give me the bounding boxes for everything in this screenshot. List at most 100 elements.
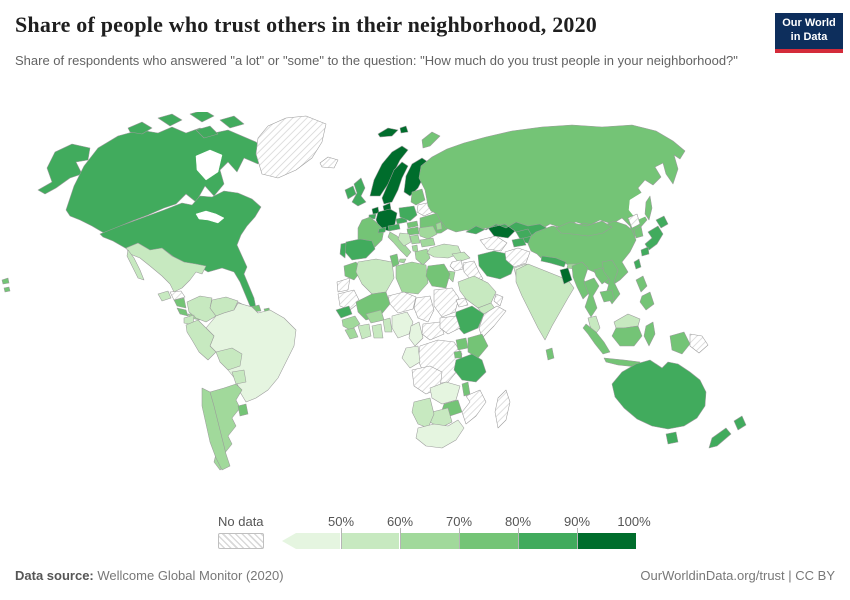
country-western-balkans[interactable] — [397, 232, 412, 247]
country-nepal[interactable] — [540, 255, 567, 268]
country-tunisia[interactable] — [389, 253, 400, 268]
country-sweden[interactable] — [381, 161, 409, 205]
country-canada-island-3[interactable] — [189, 112, 215, 123]
country-honduras[interactable] — [169, 290, 186, 301]
country-bolivia[interactable] — [215, 347, 243, 371]
country-philippines-luzon[interactable] — [635, 275, 648, 293]
country-mexico[interactable] — [125, 242, 207, 293]
country-slovakia[interactable] — [406, 220, 419, 229]
country-greece[interactable] — [414, 248, 431, 266]
country-namibia[interactable] — [411, 397, 435, 429]
country-spain[interactable] — [344, 238, 376, 261]
legend-segment-60-70[interactable] — [399, 533, 459, 549]
country-new-zealand-north[interactable] — [733, 415, 747, 431]
country-algeria[interactable] — [355, 258, 395, 295]
country-iceland[interactable] — [319, 156, 339, 169]
legend-segment-50-60[interactable] — [340, 533, 400, 549]
country-niger[interactable] — [387, 291, 417, 314]
country-afghanistan[interactable] — [504, 247, 531, 268]
country-united-states-alaska[interactable] — [37, 143, 91, 195]
country-uruguay[interactable] — [237, 403, 249, 417]
country-uganda[interactable] — [455, 337, 469, 351]
country-rwanda[interactable] — [453, 350, 463, 359]
country-portugal[interactable] — [339, 242, 347, 259]
country-turkmenistan[interactable] — [479, 235, 508, 252]
country-russia[interactable] — [418, 124, 686, 239]
country-cambodia[interactable] — [599, 289, 615, 303]
legend-segment-70-80[interactable] — [458, 533, 518, 549]
country-south-korea[interactable] — [633, 225, 644, 239]
country-south-africa[interactable] — [415, 419, 465, 449]
country-india[interactable] — [515, 263, 575, 341]
country-syria[interactable] — [449, 259, 464, 272]
country-egypt[interactable] — [425, 263, 451, 289]
country-canada-island-5[interactable] — [195, 125, 219, 139]
owid-logo[interactable]: Our World in Data — [775, 13, 843, 53]
country-costa-rica[interactable] — [176, 307, 189, 317]
country-tajikistan[interactable] — [511, 237, 527, 248]
country-svalbard[interactable] — [377, 127, 399, 138]
footer-link[interactable]: OurWorldinData.org/trust | CC BY — [640, 568, 835, 583]
country-laos[interactable] — [593, 267, 611, 285]
legend-segment-80-90[interactable] — [517, 533, 577, 549]
country-poland[interactable] — [398, 205, 418, 222]
legend-no-data-swatch[interactable] — [218, 533, 264, 549]
country-sudan[interactable] — [433, 287, 460, 318]
country-zambia[interactable] — [429, 381, 461, 405]
country-nigeria[interactable] — [391, 311, 414, 339]
country-fiji-1[interactable] — [1, 277, 10, 285]
country-romania[interactable] — [418, 225, 438, 240]
country-australia[interactable] — [611, 359, 707, 430]
country-canada-island-4[interactable] — [219, 115, 245, 129]
country-mexico-baja[interactable] — [126, 249, 145, 281]
country-australia-tasmania[interactable] — [665, 431, 679, 445]
country-thailand[interactable] — [583, 277, 600, 318]
country-indonesia-sumatra[interactable] — [582, 323, 611, 355]
country-hungary[interactable] — [406, 226, 420, 236]
country-oman[interactable] — [493, 293, 504, 307]
country-japan-kyushu[interactable] — [640, 246, 650, 257]
legend-segment-90-100[interactable] — [576, 533, 637, 549]
country-fiji-2[interactable] — [3, 286, 11, 293]
country-mauritania[interactable] — [337, 289, 361, 311]
country-japan-honshu[interactable] — [644, 225, 664, 251]
country-mozambique[interactable] — [461, 389, 487, 425]
country-canada-island-2[interactable] — [157, 113, 183, 127]
country-iraq[interactable] — [462, 260, 484, 282]
country-sierra-leone[interactable] — [344, 327, 359, 340]
country-ghana[interactable] — [371, 323, 384, 339]
country-malaysia[interactable] — [587, 315, 601, 337]
country-western-sahara[interactable] — [336, 277, 351, 293]
country-nicaragua[interactable] — [173, 297, 187, 309]
country-south-sudan[interactable] — [439, 315, 461, 335]
country-indonesia-west-papua[interactable] — [669, 331, 691, 355]
country-albania[interactable] — [411, 244, 419, 253]
country-united-kingdom[interactable] — [351, 177, 367, 207]
country-malawi[interactable] — [461, 381, 471, 397]
country-north-korea[interactable] — [627, 213, 641, 229]
legend-segment-below-50[interactable] — [282, 533, 341, 549]
country-philippines-mindanao[interactable] — [639, 291, 655, 311]
country-chad[interactable] — [413, 295, 435, 323]
country-ireland[interactable] — [344, 185, 357, 200]
country-ivory-coast[interactable] — [357, 323, 372, 340]
country-serbia[interactable] — [409, 234, 421, 245]
country-paraguay[interactable] — [231, 369, 247, 385]
country-canada-island-1[interactable] — [127, 121, 153, 135]
country-italy-sicily[interactable] — [398, 258, 407, 264]
country-norway[interactable] — [369, 145, 409, 197]
country-sri-lanka[interactable] — [545, 347, 555, 361]
country-bulgaria[interactable] — [419, 237, 436, 248]
country-cameroon[interactable] — [408, 321, 424, 347]
country-central-african-republic[interactable] — [421, 321, 445, 341]
country-new-zealand-south[interactable] — [708, 427, 732, 449]
country-bangladesh[interactable] — [559, 267, 573, 285]
country-malaysia-borneo[interactable] — [613, 313, 641, 329]
country-eritrea[interactable] — [455, 297, 469, 308]
country-mongolia[interactable] — [555, 220, 613, 237]
country-indonesia-kalimantan[interactable] — [611, 325, 643, 347]
country-baltic-states[interactable] — [410, 188, 426, 206]
country-greenland[interactable] — [255, 115, 327, 179]
country-congo[interactable] — [401, 345, 421, 369]
country-chile[interactable] — [201, 387, 231, 471]
